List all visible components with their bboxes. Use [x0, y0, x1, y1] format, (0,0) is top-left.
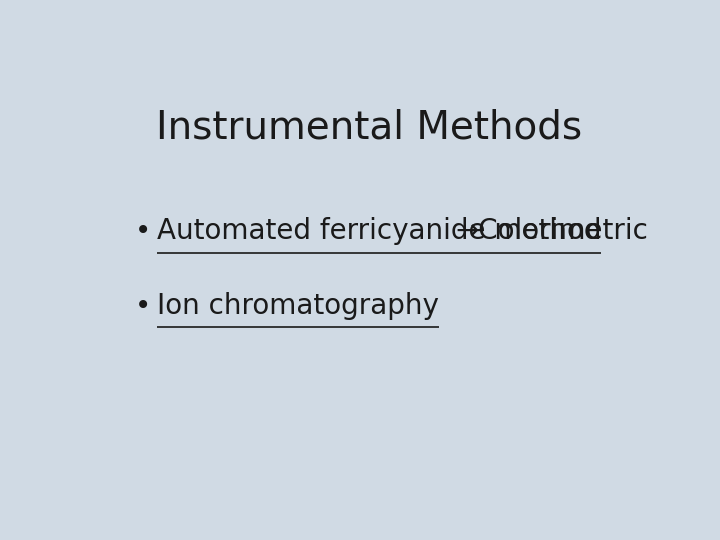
Text: Ion chromatography: Ion chromatography [157, 292, 438, 320]
Text: •: • [135, 292, 151, 320]
Text: Instrumental Methods: Instrumental Methods [156, 108, 582, 146]
Text: •: • [135, 217, 151, 245]
Text: →Colorimetric: →Colorimetric [456, 217, 649, 245]
Text: Automated ferricyanide method: Automated ferricyanide method [157, 217, 601, 245]
